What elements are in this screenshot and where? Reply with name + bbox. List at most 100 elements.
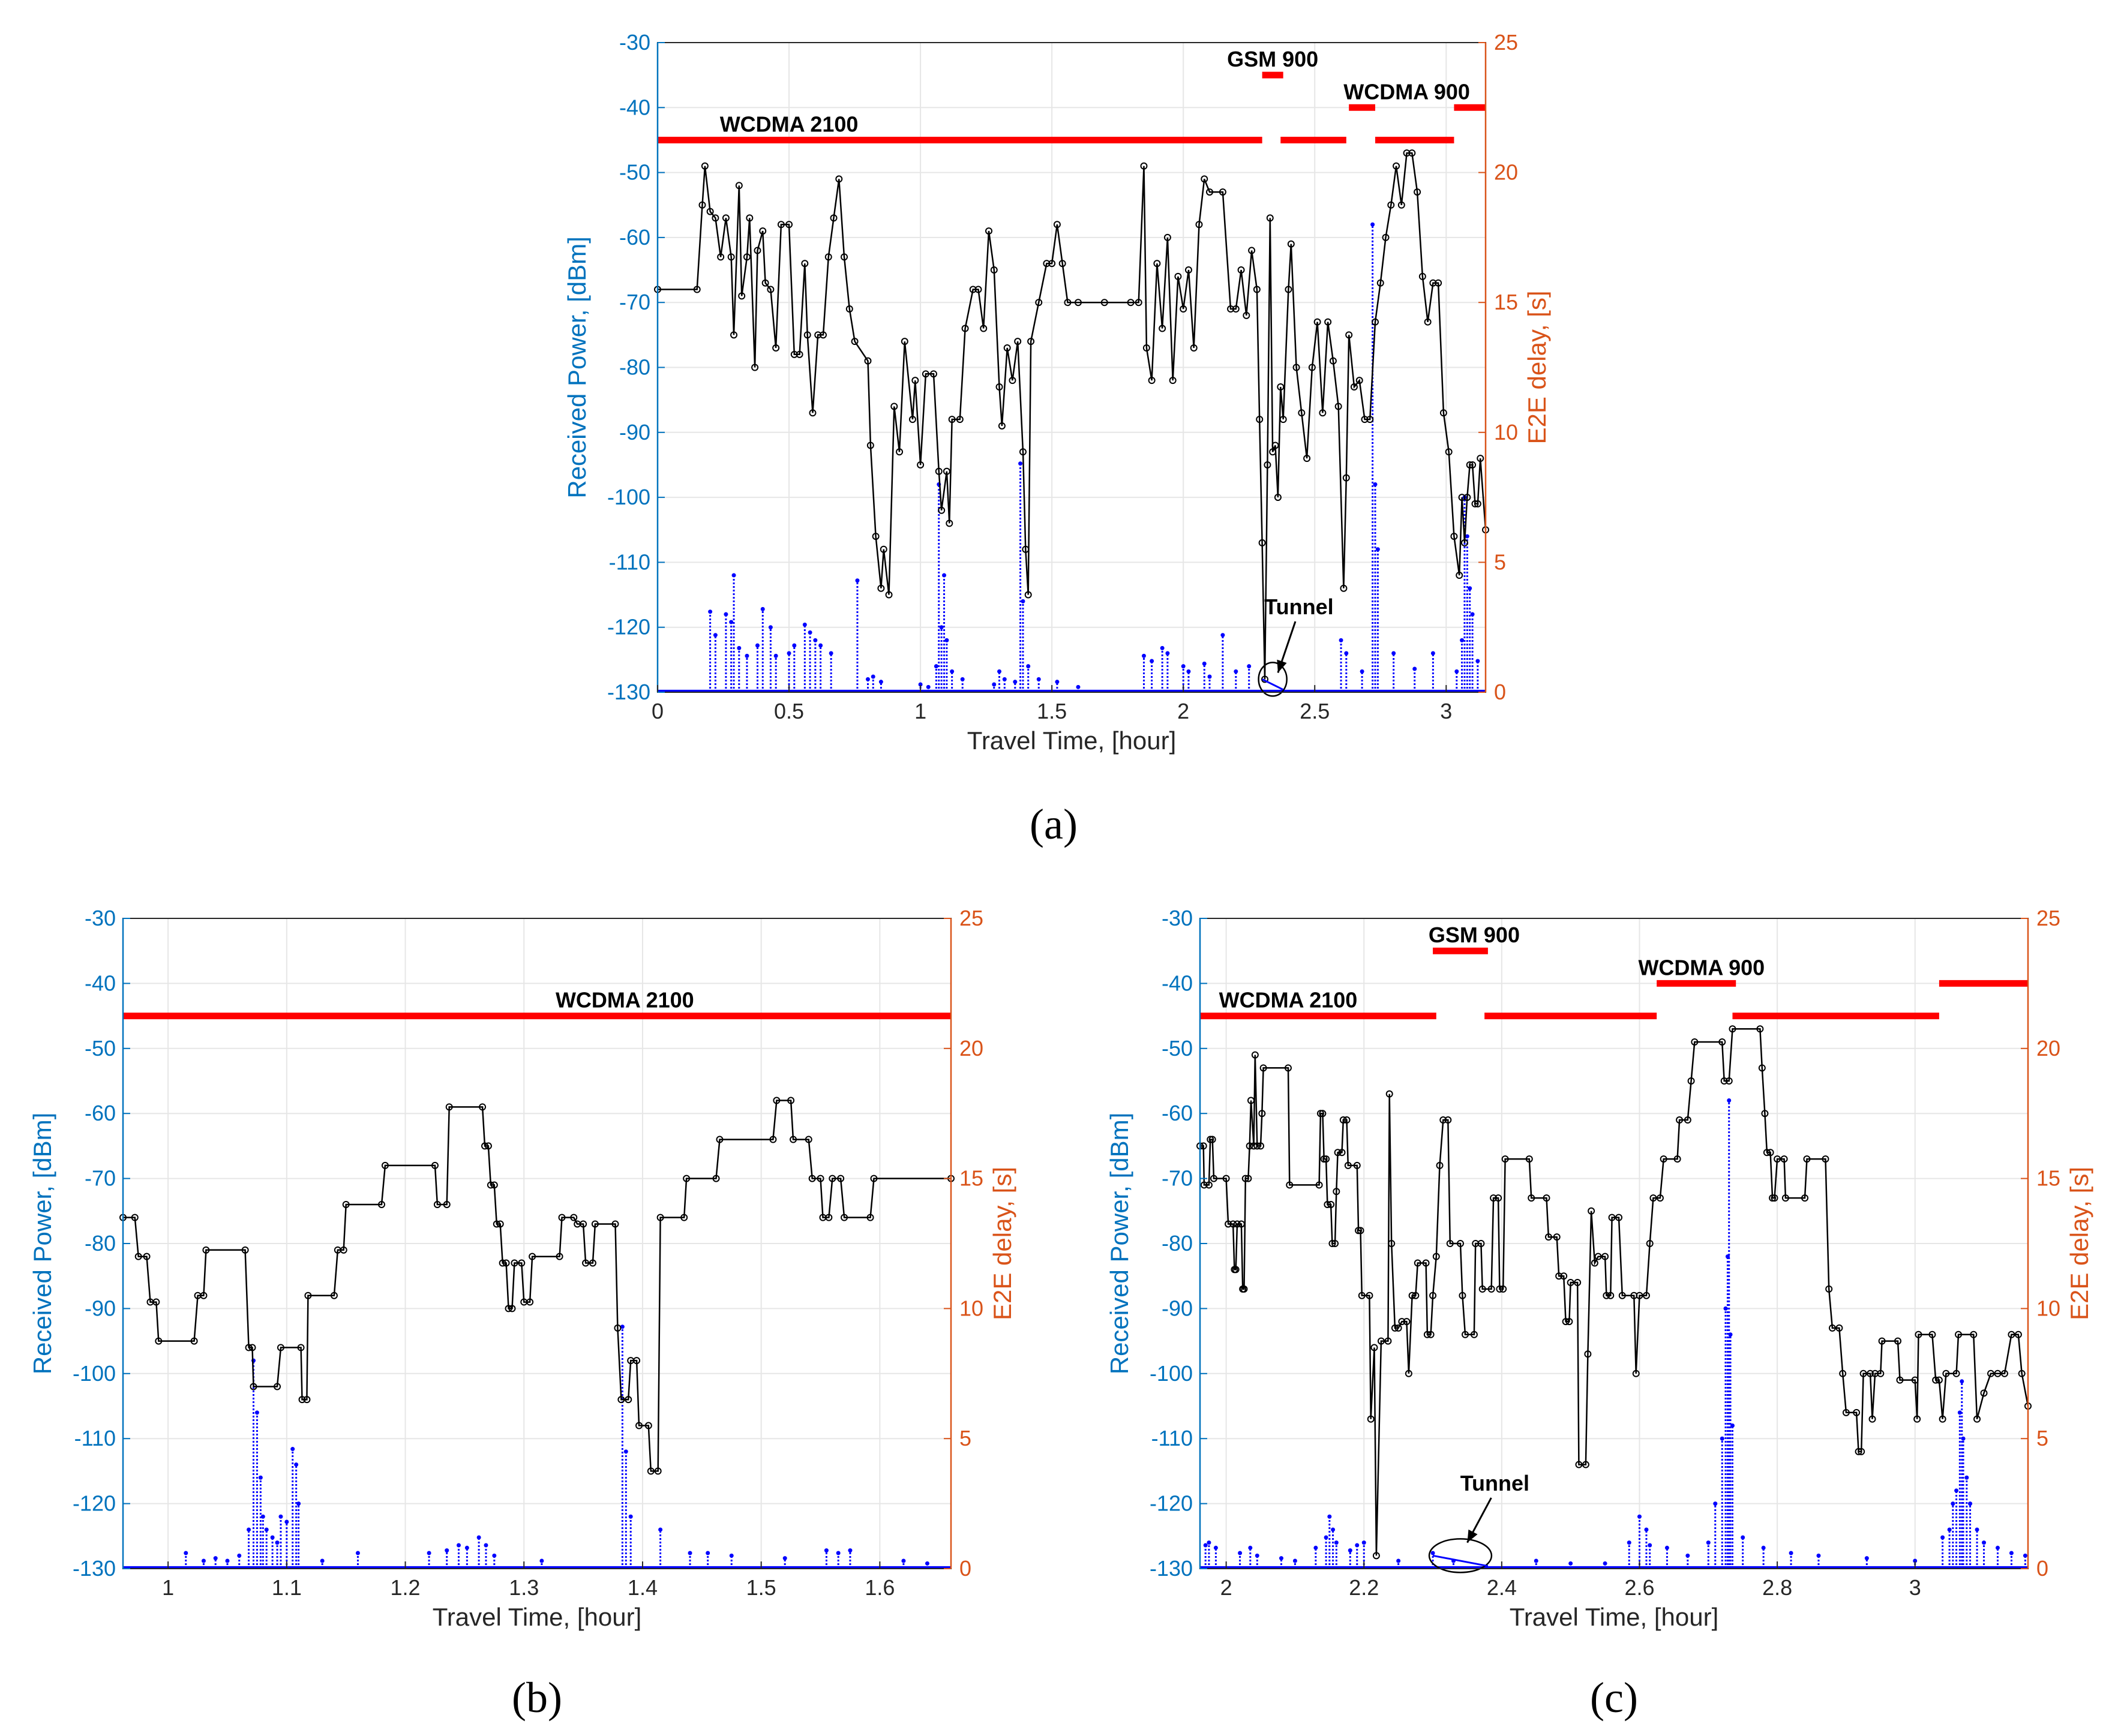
power-marker (1009, 377, 1016, 385)
delay-point (944, 638, 949, 642)
delay-point (2023, 1553, 2027, 1558)
delay-point (1723, 1306, 1728, 1311)
power-marker (1553, 1233, 1561, 1241)
power-marker (1423, 1330, 1431, 1338)
y-tick-label-right: 20 (2036, 1036, 2060, 1061)
power-marker (956, 416, 964, 424)
power-marker (1233, 1220, 1241, 1228)
power-marker (1328, 1240, 1336, 1247)
power-marker (1279, 416, 1287, 424)
delay-point (1430, 651, 1435, 656)
power-marker (2000, 1369, 2008, 1377)
power-marker (1319, 1110, 1327, 1118)
delay-point (1982, 1540, 1987, 1545)
y-tick-label-left: -90 (85, 1296, 116, 1320)
power-marker (250, 1383, 257, 1390)
power-marker (1140, 162, 1148, 170)
y-tick-label-right: 5 (2036, 1426, 2048, 1450)
power-marker (1035, 299, 1043, 307)
power-marker (1195, 221, 1203, 229)
power-marker (908, 416, 916, 424)
delay-point (787, 651, 791, 656)
delay-point (2009, 1551, 2014, 1555)
tunnel-label: Tunnel (1264, 594, 1333, 619)
power-marker (1384, 1337, 1392, 1345)
power-marker (1691, 1038, 1699, 1046)
power-marker (1372, 318, 1379, 326)
power-marker (342, 1200, 350, 1208)
power-marker (1206, 188, 1213, 196)
x-tick-label: 1.2 (391, 1575, 421, 1600)
y-axis-label-right: E2E delay, [s] (2065, 1167, 2093, 1320)
power-marker (1391, 1324, 1399, 1332)
power-marker (633, 1357, 641, 1365)
delay-point (836, 1551, 841, 1555)
power-marker (1803, 1155, 1811, 1163)
power-marker (1684, 1116, 1691, 1124)
y-tick-label-right: 0 (2036, 1556, 2048, 1581)
x-tick-label: 1.1 (272, 1575, 302, 1600)
power-marker (1642, 1292, 1650, 1299)
power-marker (841, 1214, 848, 1221)
power-marker (866, 1214, 874, 1221)
power-marker (1495, 1194, 1502, 1202)
y-tick-label-left: -80 (85, 1231, 116, 1256)
delay-point (934, 664, 938, 669)
power-marker (837, 1175, 845, 1182)
power-marker (589, 1259, 596, 1267)
power-series (1196, 1025, 2032, 1560)
power-marker (1387, 201, 1395, 209)
power-marker (917, 461, 925, 468)
power-marker (1474, 500, 1481, 507)
power-marker (611, 1220, 619, 1228)
power-marker (998, 422, 1006, 430)
power-marker (1024, 591, 1032, 599)
delay-point (939, 625, 944, 630)
power-marker (1331, 1240, 1339, 1247)
power-marker (1316, 1110, 1324, 1118)
power-marker (1320, 1155, 1328, 1163)
network-label: WCDMA 900 (1638, 955, 1765, 980)
power-marker (1159, 325, 1166, 332)
power-marker (885, 591, 893, 599)
power-marker (1135, 299, 1142, 307)
delay-point (1412, 666, 1417, 671)
power-marker (1868, 1415, 1876, 1423)
power-marker (431, 1161, 439, 1169)
delay-point (1373, 482, 1378, 486)
delay-point (865, 677, 870, 681)
power-marker (1246, 1142, 1253, 1150)
power-marker (961, 325, 969, 332)
power-marker (1350, 383, 1358, 391)
power-marker (502, 1259, 510, 1267)
power-marker (1237, 266, 1245, 274)
y-axis-label-right: E2E delay, [s] (1523, 290, 1551, 444)
power-marker (1835, 1324, 1843, 1332)
power-marker (1932, 1376, 1940, 1384)
power-marker (241, 1246, 249, 1254)
power-marker (1444, 1116, 1452, 1124)
power-marker (1127, 299, 1135, 307)
x-tick-label: 2.2 (1349, 1575, 1379, 1600)
delay-series (658, 222, 1486, 692)
power-marker (1184, 266, 1192, 274)
power-marker (1781, 1194, 1789, 1202)
power-marker (772, 344, 780, 352)
delay-point (1396, 1558, 1401, 1563)
delay-series (1200, 1098, 2028, 1569)
power-marker (835, 175, 843, 183)
delay-point (1324, 1535, 1328, 1540)
power-marker (1222, 1175, 1230, 1182)
power-marker (1074, 299, 1082, 307)
network-bars: WCDMA 2100 GSM 900 WCDMA 900 (658, 47, 1486, 143)
delay-point (264, 1527, 269, 1532)
network-bars: WCDMA 2100 (123, 988, 951, 1020)
power-marker (870, 1175, 878, 1182)
power-marker (1292, 364, 1300, 371)
power-marker (1594, 1253, 1602, 1260)
power-marker (1459, 1292, 1466, 1299)
power-marker (1601, 1253, 1609, 1260)
delay-point (355, 1551, 360, 1555)
x-axis-label: Travel Time, [hour] (433, 1603, 642, 1631)
panel-caption: (a) (1030, 800, 1078, 848)
